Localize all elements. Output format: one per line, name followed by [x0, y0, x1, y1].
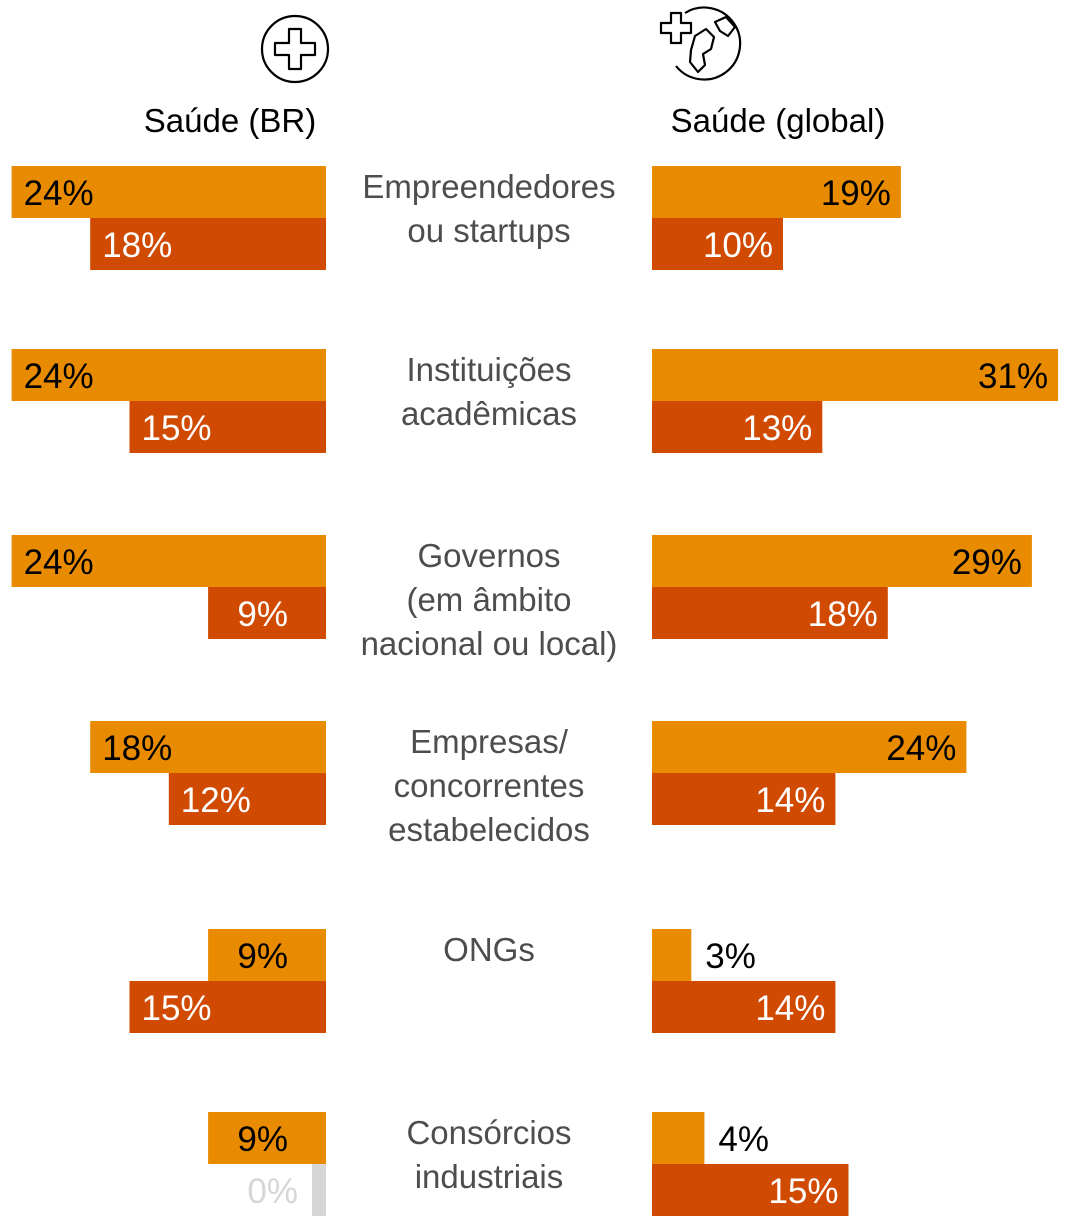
value-label-br: 18% [102, 729, 172, 768]
value-label-global: 29% [952, 543, 1022, 582]
value-label-br: 9% [237, 595, 288, 634]
bar-br [312, 1164, 326, 1216]
value-label-br: 18% [102, 226, 172, 265]
value-label-global: 10% [703, 226, 773, 265]
bar-br [208, 929, 326, 981]
category-label: Empresas/ [410, 723, 569, 760]
bar-global [652, 773, 836, 825]
bar-global [652, 166, 901, 218]
bar-br [129, 981, 326, 1033]
value-label-br: 12% [181, 781, 251, 820]
value-label-global: 13% [742, 409, 812, 448]
bar-br [11, 535, 326, 587]
bar-br [129, 401, 326, 453]
value-label-global: 15% [768, 1172, 838, 1211]
bar-br [11, 349, 326, 401]
value-label-global: 4% [718, 1120, 769, 1159]
value-label-br: 24% [24, 174, 94, 213]
category-label: estabelecidos [388, 811, 590, 848]
bar-global [652, 349, 1059, 401]
category-label: nacional ou local) [361, 625, 618, 662]
bar-global [652, 929, 692, 981]
value-label-br: 0% [247, 1172, 298, 1211]
bar-global [652, 981, 836, 1033]
bar-global [652, 1112, 705, 1164]
bar-global [652, 218, 783, 270]
column-title-global: Saúde (global) [671, 102, 886, 139]
bar-br [90, 721, 326, 773]
health-globe-icon [659, 6, 742, 81]
bar-global [652, 1164, 849, 1216]
value-label-global: 14% [755, 781, 825, 820]
value-label-br: 9% [237, 937, 288, 976]
value-label-br: 24% [24, 357, 94, 396]
bar-br [168, 773, 326, 825]
category-label: concorrentes [394, 767, 585, 804]
category-label: Instituições [406, 351, 571, 388]
bar-global [652, 535, 1032, 587]
category-label: Governos [417, 537, 560, 574]
bar-global [652, 587, 888, 639]
value-label-global: 31% [978, 357, 1048, 396]
category-label: ONGs [443, 931, 535, 968]
bar-br [208, 1112, 326, 1164]
bar-br [11, 166, 326, 218]
bar-global [652, 401, 823, 453]
value-label-br: 24% [24, 543, 94, 582]
category-label: (em âmbito [406, 581, 571, 618]
bar-global [652, 721, 967, 773]
value-label-global: 14% [755, 989, 825, 1028]
column-title-br: Saúde (BR) [144, 102, 316, 139]
value-label-global: 24% [886, 729, 956, 768]
category-label: acadêmicas [401, 395, 577, 432]
value-label-br: 15% [142, 989, 212, 1028]
bar-br [90, 218, 326, 270]
value-label-br: 9% [237, 1120, 288, 1159]
health-cross-icon [260, 14, 330, 84]
value-label-global: 18% [808, 595, 878, 634]
value-label-br: 15% [142, 409, 212, 448]
value-label-global: 19% [821, 174, 891, 213]
category-label: industriais [415, 1158, 564, 1195]
category-label: Consórcios [406, 1114, 571, 1151]
category-label: ou startups [407, 212, 570, 249]
category-label: Empreendedores [362, 168, 615, 205]
value-label-global: 3% [705, 937, 756, 976]
bar-br [208, 587, 326, 639]
